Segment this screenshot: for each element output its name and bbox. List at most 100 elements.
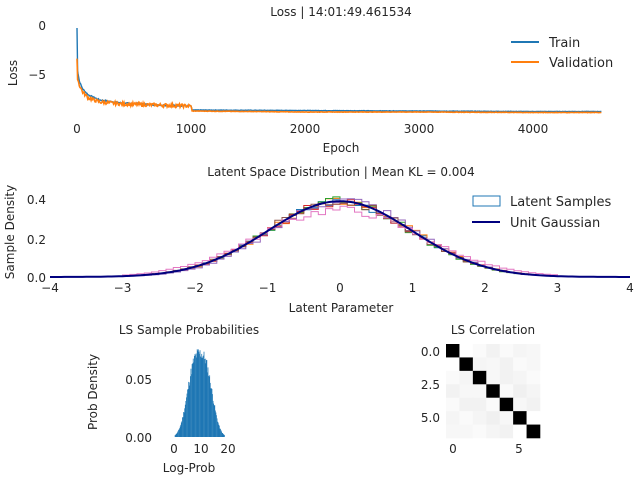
loss-xlabel: Epoch — [323, 141, 360, 155]
correlation-cell — [446, 384, 460, 399]
prob-hist-bar — [214, 405, 216, 437]
correlation-cell — [499, 384, 514, 399]
prob-ytick-label: 0.05 — [125, 373, 152, 387]
prob-hist-bar — [202, 356, 204, 437]
prob-hist-bar — [178, 429, 180, 437]
latent-xtick-label: −3 — [114, 281, 132, 295]
correlation-cell — [472, 424, 487, 439]
correlation-cell — [526, 357, 541, 372]
correlation-cell — [526, 384, 541, 399]
correlation-cell — [472, 357, 487, 372]
prob-hist-bar — [179, 428, 181, 437]
correlation-heatmap — [446, 344, 541, 439]
correlation-cell — [486, 397, 501, 412]
correlation-xtick-label: 5 — [515, 442, 523, 456]
prob-hist-bar — [190, 376, 191, 437]
prob-hist-bar — [199, 350, 201, 437]
correlation-cell — [486, 424, 501, 439]
prob-xtick-label: 10 — [193, 442, 208, 456]
latent-xticks: −4 −3 −2 −1 0 1 2 3 4 — [41, 281, 634, 295]
correlation-xtick-label: 0 — [449, 442, 457, 456]
correlation-cell — [499, 357, 514, 372]
correlation-cell — [513, 411, 527, 425]
correlation-cell — [499, 370, 514, 385]
prob-hist-bar — [203, 355, 204, 437]
prob-hist-bar — [218, 424, 220, 437]
prob-hist-bar — [200, 356, 201, 437]
correlation-cell — [459, 344, 474, 358]
prob-hist-bar — [191, 374, 192, 437]
prob-hist-bar — [187, 389, 189, 437]
correlation-cell — [446, 424, 460, 439]
prob-hist-bar — [176, 433, 178, 437]
correlation-cell — [486, 370, 501, 385]
prob-hist-bar — [220, 428, 221, 437]
prob-hist-bar — [222, 434, 224, 437]
correlation-ytick-label: 0.0 — [421, 345, 440, 359]
prob-hist-bar — [219, 428, 221, 437]
correlation-cell — [486, 411, 501, 425]
prob-hist-bar — [205, 360, 207, 437]
correlation-cell — [526, 344, 541, 358]
prob-hist-bar — [192, 363, 194, 437]
prob-hist-bar — [183, 412, 185, 437]
correlation-panel: LS Correlation 0 5 0.0 2.5 5.0 — [421, 323, 541, 456]
loss-series-train — [76, 27, 602, 113]
correlation-ytick-label: 2.5 — [421, 378, 440, 392]
latent-legend: Latent Samples Unit Gaussian — [472, 195, 612, 231]
correlation-cell — [526, 411, 541, 425]
prob-hist-bar — [197, 349, 199, 437]
latent-xtick-label: −2 — [186, 281, 204, 295]
prob-hist-bar — [216, 418, 218, 437]
prob-hist-bar — [207, 372, 208, 437]
prob-hist-bar — [205, 358, 207, 437]
latent-ylabel: Sample Density — [3, 185, 17, 279]
latent-ytick-label: 0.4 — [27, 193, 46, 207]
loss-ytick-label: 0 — [38, 19, 46, 33]
correlation-cell — [526, 424, 541, 439]
prob-hist-bar — [221, 431, 222, 437]
prob-hist-bar — [189, 382, 191, 437]
correlation-cell — [459, 411, 474, 425]
prob-hist-bar — [195, 355, 196, 437]
correlation-cell — [446, 357, 460, 372]
unit-gaussian-curve — [50, 200, 630, 278]
prob-hist-bar — [213, 405, 215, 437]
correlation-ytick-label: 5.0 — [421, 411, 440, 425]
prob-hist-bar — [184, 404, 186, 437]
prob-hist-bar — [186, 393, 188, 437]
correlation-cell — [472, 344, 487, 358]
prob-hist-bar — [217, 422, 219, 437]
correlation-cell — [446, 344, 460, 358]
prob-hist-bar — [212, 394, 213, 437]
prob-hist-bar — [175, 434, 177, 437]
prob-hist-bar — [193, 362, 195, 437]
prob-hist-bar — [185, 401, 187, 437]
prob-hist-bar — [201, 358, 203, 437]
prob-hist-bar — [204, 359, 205, 437]
prob-title: LS Sample Probabilities — [119, 323, 259, 337]
latent-xtick-label: 3 — [554, 281, 562, 295]
prob-hist-bar — [183, 412, 184, 437]
prob-hist-bar — [186, 397, 187, 437]
loss-xtick-label: 4000 — [518, 122, 549, 136]
prob-hist-bar — [181, 421, 183, 437]
prob-hist-bar — [209, 375, 211, 437]
prob-hist-bar — [207, 367, 209, 437]
correlation-xticks: 0 5 — [449, 442, 523, 456]
prob-hist-bar — [193, 356, 195, 437]
prob-hist-bar — [180, 422, 182, 437]
correlation-cell — [513, 370, 527, 385]
correlation-cell — [472, 384, 487, 399]
prob-hist-bar — [197, 350, 199, 437]
correlation-cell — [513, 344, 527, 358]
loss-xtick-label: 2000 — [290, 122, 321, 136]
correlation-cell — [499, 344, 514, 358]
loss-yticks: 0 −5 — [28, 19, 46, 82]
prob-xlabel: Log-Prob — [163, 461, 215, 475]
correlation-cell — [472, 370, 487, 385]
prob-hist-bar — [222, 433, 224, 437]
loss-panel: Loss | 14:01:49.461534 0 1000 2000 3000 … — [6, 5, 613, 155]
latent-gaussian — [50, 200, 630, 278]
